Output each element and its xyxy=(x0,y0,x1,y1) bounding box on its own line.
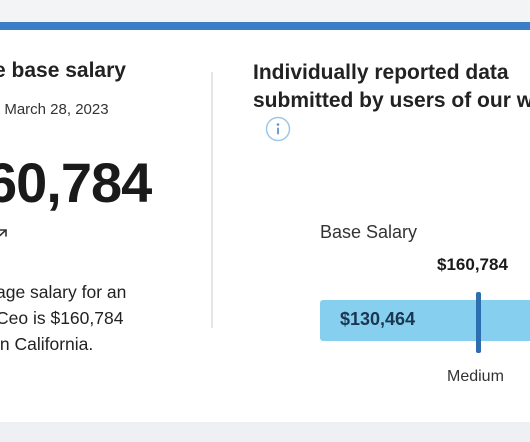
description-line: Ceo is $160,784 xyxy=(0,308,124,328)
info-icon[interactable] xyxy=(265,116,291,142)
salary-description: age salary for an Ceo is $160,784 in Cal… xyxy=(0,279,126,357)
accent-stripe xyxy=(0,22,530,30)
base-salary-label: Base Salary xyxy=(320,222,418,242)
bottom-strip xyxy=(0,422,530,442)
description-line: age salary for an xyxy=(0,282,127,302)
description-line: in California. xyxy=(0,334,94,354)
trend-arrow-icon xyxy=(0,229,7,237)
as-of-date: t March 28, 2023 xyxy=(0,101,109,118)
right-title-line: Individually reported data xyxy=(253,61,509,84)
right-panel-title: Individually reported data submitted by … xyxy=(253,59,530,115)
marker-caption: Medium xyxy=(447,368,504,385)
salary-card xyxy=(0,30,530,422)
panel-divider xyxy=(211,72,213,328)
top-bar xyxy=(0,0,530,30)
marker-value-label: $160,784 xyxy=(437,255,508,274)
base-salary-amount: 60,784 xyxy=(0,151,152,214)
median-marker xyxy=(476,292,481,353)
right-title-line: submitted by users of our w xyxy=(253,89,530,112)
salary-range-bar xyxy=(320,300,530,341)
range-low-value: $130,464 xyxy=(340,309,416,329)
left-panel-title: e base salary xyxy=(0,59,126,82)
